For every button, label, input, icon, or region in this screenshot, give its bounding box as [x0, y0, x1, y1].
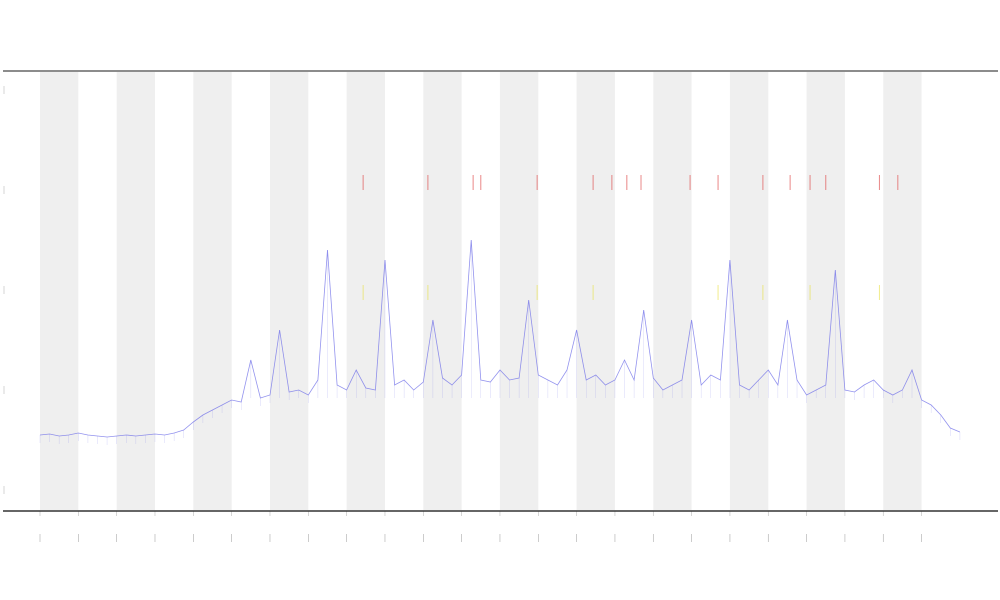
shaded-band: [499, 72, 539, 510]
shaded-band: [576, 72, 615, 510]
shaded-band: [346, 72, 385, 510]
shaded-band: [729, 72, 769, 510]
shaded-band: [269, 72, 309, 510]
shaded-bands: [40, 72, 922, 510]
series-line: [39, 239, 961, 438]
shaded-band: [423, 72, 462, 510]
shaded-band: [116, 72, 155, 510]
shaded-band: [806, 72, 845, 510]
series-lines: [39, 239, 961, 445]
shaded-band: [40, 72, 79, 510]
shaded-band: [193, 72, 232, 510]
markers: [362, 175, 899, 300]
x-axis-ticks: [39, 511, 922, 542]
shaded-band: [883, 72, 922, 510]
shaded-band: [653, 72, 692, 510]
